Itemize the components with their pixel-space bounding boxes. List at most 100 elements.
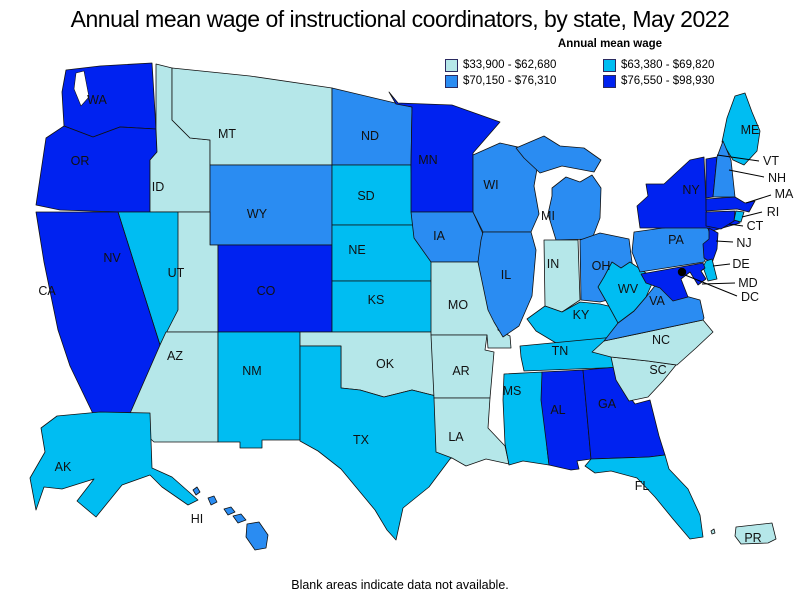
state-label-VT: VT (763, 154, 779, 168)
footer-note: Blank areas indicate data not available. (291, 578, 509, 592)
state-FL[interactable] (584, 454, 704, 540)
state-label-DE: DE (732, 257, 749, 271)
legend-label-bin1: $33,900 - $62,680 (463, 59, 557, 71)
dc-marker[interactable] (677, 267, 687, 277)
state-label-WI: WI (483, 178, 498, 192)
state-IN[interactable] (543, 239, 581, 313)
state-label-WY: WY (247, 207, 268, 221)
state-MD[interactable] (640, 262, 707, 302)
state-IL[interactable] (477, 231, 537, 338)
state-label-MI: MI (541, 209, 555, 223)
state-label-NH: NH (768, 171, 786, 185)
state-AL[interactable] (540, 369, 592, 471)
state-label-MA: MA (775, 187, 794, 201)
state-label-NE: NE (348, 243, 365, 257)
state-label-PA: PA (668, 233, 684, 247)
state-label-AL: AL (550, 403, 565, 417)
leader-NJ (715, 240, 734, 243)
state-MI-upper[interactable] (515, 135, 602, 174)
state-label-MD: MD (738, 276, 757, 290)
state-label-ID: ID (152, 180, 165, 194)
state-label-CA: CA (38, 284, 56, 298)
state-label-WA: WA (87, 93, 107, 107)
state-label-GA: GA (598, 397, 617, 411)
state-label-LA: LA (448, 430, 464, 444)
state-ND[interactable] (331, 87, 413, 166)
legend-label-bin4: $76,550 - $98,930 (621, 75, 715, 87)
state-label-MO: MO (448, 298, 468, 312)
state-ME[interactable] (721, 92, 761, 166)
leader-DE (712, 263, 731, 267)
state-label-AK: AK (55, 460, 72, 474)
legend-swatch-bin4 (603, 74, 616, 88)
legend: Annual mean wage $33,900 - $62,680 $63,3… (445, 38, 775, 89)
state-label-FL: FL (635, 479, 650, 493)
state-label-IA: IA (433, 229, 445, 243)
state-label-AR: AR (452, 364, 469, 378)
state-label-IL: IL (501, 268, 511, 282)
legend-swatch-bin1 (445, 58, 458, 72)
state-HI-kauai[interactable] (192, 486, 201, 496)
legend-label-bin3: $70,150 - $76,310 (463, 75, 557, 87)
state-NM[interactable] (217, 331, 301, 449)
legend-item-bin2: $63,380 - $69,820 (603, 57, 768, 73)
legend-swatch-bin2 (603, 58, 616, 72)
state-label-IN: IN (547, 257, 560, 271)
leader-RI (741, 211, 763, 218)
state-MI[interactable] (547, 174, 602, 241)
state-label-KS: KS (368, 293, 385, 307)
state-label-OK: OK (376, 357, 395, 371)
state-label-MS: MS (503, 384, 522, 398)
state-label-KY: KY (573, 308, 590, 322)
state-label-VA: VA (649, 294, 665, 308)
state-CT[interactable] (705, 210, 736, 230)
state-HI-molokai[interactable] (223, 506, 236, 516)
state-label-TX: TX (353, 433, 370, 447)
puget-sound (73, 70, 90, 107)
leader-MA (745, 194, 772, 204)
state-OR[interactable] (35, 125, 158, 213)
state-label-NC: NC (652, 333, 670, 347)
state-label-NM: NM (242, 364, 261, 378)
state-WI[interactable] (472, 142, 541, 233)
legend-title: Annual mean wage (557, 38, 663, 50)
state-PR-islet[interactable] (710, 528, 716, 535)
state-label-AZ: AZ (167, 349, 183, 363)
leader-DC (684, 274, 738, 297)
legend-item-bin3: $70,150 - $76,310 (445, 73, 603, 89)
state-PR[interactable] (734, 522, 777, 545)
state-WY[interactable] (209, 164, 333, 246)
state-label-MT: MT (218, 127, 236, 141)
state-WV[interactable] (597, 261, 656, 324)
state-MA[interactable] (705, 196, 756, 213)
leader-VT (716, 154, 760, 162)
legend-item-bin4: $76,550 - $98,930 (603, 73, 768, 89)
leader-NH (728, 169, 765, 178)
state-label-SD: SD (357, 189, 374, 203)
state-label-PR: PR (744, 531, 761, 545)
state-HI-maui[interactable] (232, 513, 247, 524)
state-label-HI: HI (191, 512, 204, 526)
leader-CT (728, 223, 744, 227)
state-AK[interactable] (29, 411, 199, 518)
legend-item-bin1: $33,900 - $62,680 (445, 57, 603, 73)
legend-swatch-bin3 (445, 74, 458, 88)
state-label-DC: DC (741, 290, 759, 304)
state-MN[interactable] (388, 91, 501, 213)
state-HI-oahu[interactable] (207, 495, 218, 506)
legend-label-bin2: $63,380 - $69,820 (621, 59, 715, 71)
state-label-CO: CO (257, 284, 276, 298)
state-label-UT: UT (168, 266, 185, 280)
page-title: Annual mean wage of instructional coordi… (70, 6, 730, 32)
state-LA[interactable] (433, 397, 510, 467)
state-HI-big-island[interactable] (245, 521, 269, 551)
state-label-RI: RI (767, 205, 780, 219)
state-label-NJ: NJ (736, 236, 751, 250)
state-label-ME: ME (741, 123, 760, 137)
state-label-OR: OR (71, 154, 90, 168)
state-label-TN: TN (552, 344, 569, 358)
state-label-MN: MN (418, 153, 437, 167)
state-label-ND: ND (361, 129, 379, 143)
